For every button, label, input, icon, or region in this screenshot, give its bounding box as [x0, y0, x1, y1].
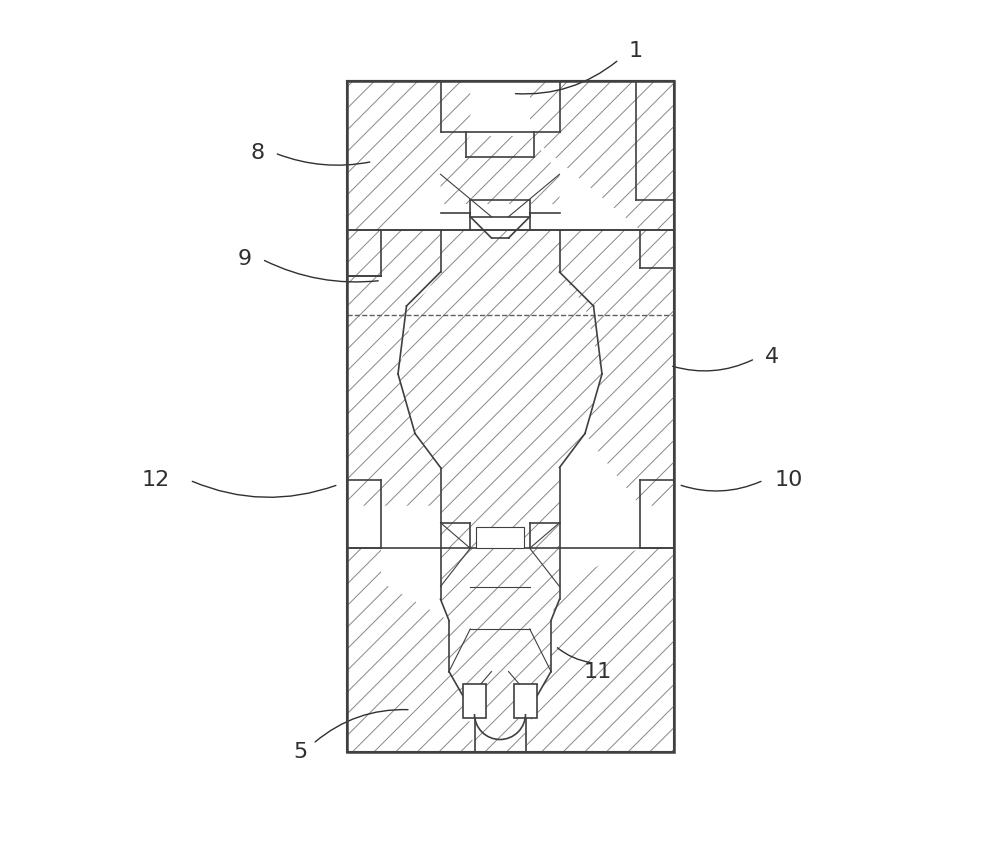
Text: 4: 4 — [765, 347, 779, 367]
Text: 12: 12 — [142, 470, 170, 490]
Bar — [470, 200, 530, 217]
Bar — [476, 527, 524, 548]
Bar — [514, 684, 537, 718]
Text: 10: 10 — [775, 470, 803, 490]
Text: 5: 5 — [293, 742, 307, 762]
Bar — [347, 81, 674, 752]
Text: 8: 8 — [251, 143, 265, 163]
Bar — [463, 684, 486, 718]
Bar — [347, 81, 674, 752]
Text: 9: 9 — [238, 249, 252, 269]
Text: 1: 1 — [629, 41, 643, 61]
Text: 11: 11 — [584, 661, 612, 682]
